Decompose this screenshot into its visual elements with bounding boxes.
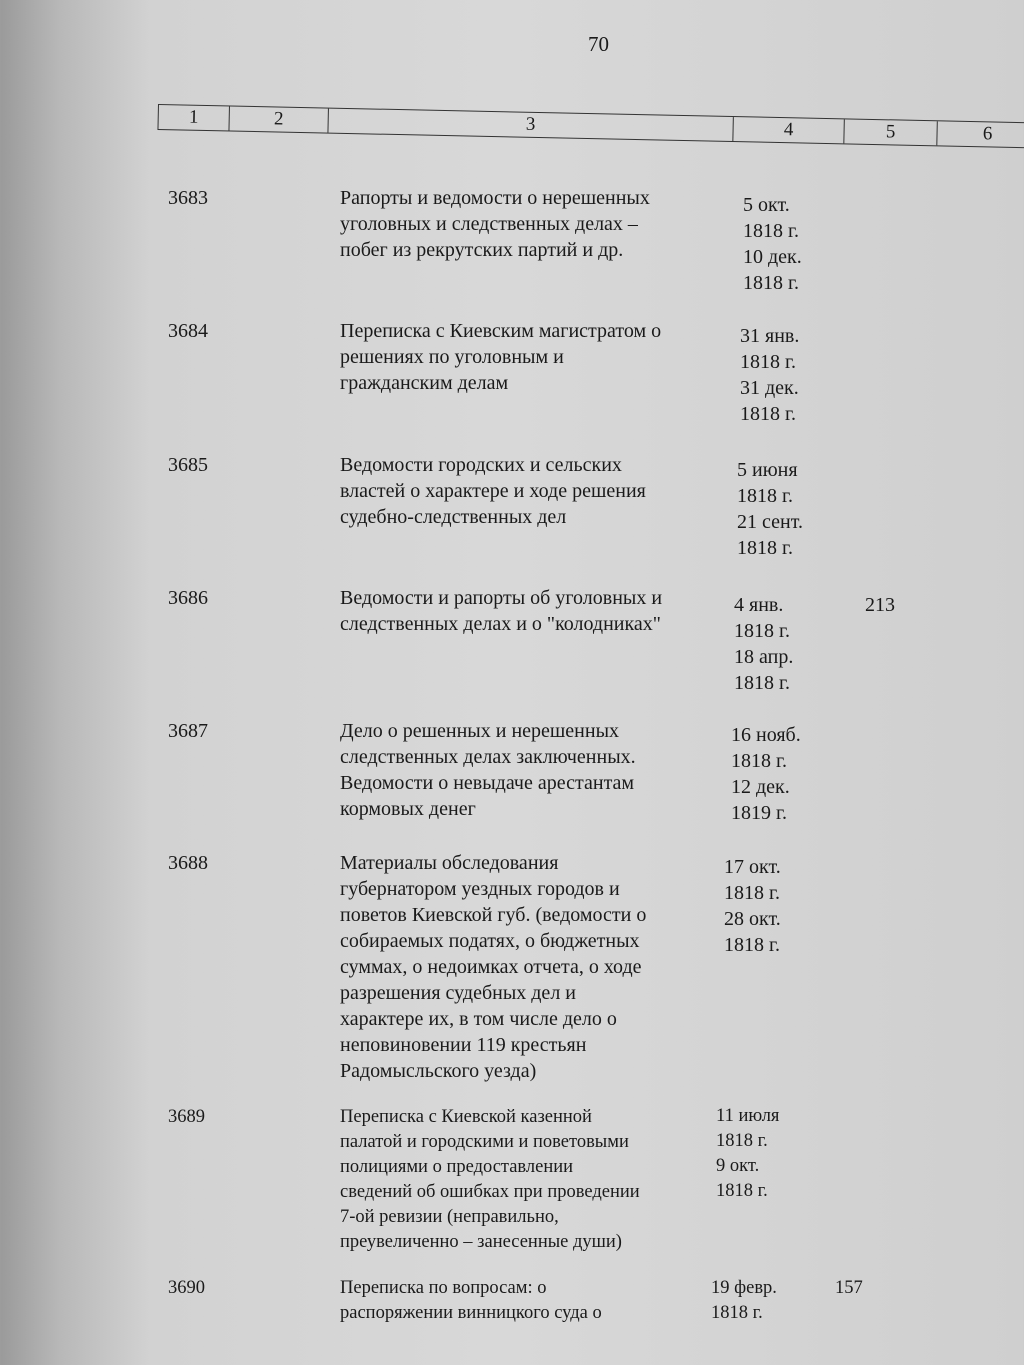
entry-description: Переписка с Киевским магистратом о решени…	[340, 318, 740, 396]
entry-dates: 4 янв. 1818 г. 18 апр. 1818 г.	[734, 592, 793, 696]
entry-dates: 11 июля 1818 г. 9 окт. 1818 г.	[716, 1104, 779, 1204]
description-line: уголовных и следственных делах –	[340, 213, 638, 235]
entry-number: 3685	[168, 454, 208, 476]
description-line: губернатором уездных городов и	[340, 878, 620, 900]
date-line: 1818 г.	[737, 485, 793, 507]
entry-dates: 19 февр. 1818 г.	[711, 1276, 777, 1326]
entry-description: Ведомости городских и сельских властей о …	[340, 452, 740, 530]
description-line: властей о характере и ходе решения	[340, 480, 646, 502]
description-line: собираемых податях, о бюджетных	[340, 930, 640, 952]
entry-number: 3686	[168, 587, 208, 609]
description-line: Дело о решенных и нерешенных	[340, 720, 620, 742]
description-line: судебно-следственных дел	[340, 506, 567, 528]
date-line: 1818 г.	[731, 750, 787, 772]
description-line: 7-ой ревизии (неправильно,	[340, 1207, 559, 1227]
entry-dates: 17 окт. 1818 г. 28 окт. 1818 г.	[724, 854, 781, 958]
date-line: 1818 г.	[743, 220, 799, 242]
description-line: Радомысльского уезда)	[340, 1060, 537, 1082]
entry-description: Материалы обследования губернатором уездн…	[340, 850, 740, 1084]
date-line: 1818 г.	[724, 934, 780, 956]
date-line: 1818 г.	[737, 537, 793, 559]
date-line: 1818 г.	[734, 620, 790, 642]
description-line: распоряжении винницкого суда о	[340, 1303, 602, 1323]
date-line: 5 окт.	[743, 194, 790, 216]
description-line: Рапорты и ведомости о нерешенных	[340, 187, 650, 209]
date-line: 9 окт.	[716, 1156, 760, 1176]
date-line: 11 июля	[716, 1106, 780, 1126]
date-line: 5 июня	[737, 459, 798, 481]
date-line: 1818 г.	[711, 1303, 763, 1323]
column-header-3: 3	[328, 108, 734, 142]
date-line: 31 дек.	[740, 377, 799, 399]
description-line: разрешения судебных дел и	[340, 982, 576, 1004]
date-line: 12 дек.	[731, 776, 790, 798]
entry-number: 3688	[168, 852, 208, 874]
description-line: неповиновении 119 крестьян	[340, 1034, 587, 1056]
description-line: Переписка с Киевским магистратом о	[340, 320, 662, 342]
column-header-row: 1 2 3 4 5 6	[157, 104, 1024, 149]
date-line: 1818 г.	[734, 672, 790, 694]
date-line: 1818 г.	[740, 351, 796, 373]
description-line: гражданским делам	[340, 372, 509, 394]
entry-sheet-count: 157	[835, 1278, 863, 1298]
date-line: 17 окт.	[724, 856, 781, 878]
entry-dates: 16 нояб. 1818 г. 12 дек. 1819 г.	[731, 722, 801, 826]
entry-number: 3684	[168, 320, 208, 342]
entry-number: 3683	[168, 187, 208, 209]
entry-description: Дело о решенных и нерешенных следственных…	[340, 718, 740, 822]
date-line: 10 дек.	[743, 246, 802, 268]
entry-number: 3689	[168, 1107, 205, 1127]
date-line: 1819 г.	[731, 802, 787, 824]
column-header-4: 4	[733, 117, 845, 144]
description-line: поветов Киевской губ. (ведомости о	[340, 904, 647, 926]
date-line: 16 нояб.	[731, 724, 801, 746]
entry-sheet-count: 213	[865, 594, 895, 616]
date-line: 1818 г.	[716, 1181, 768, 1201]
description-line: следственных делах заключенных.	[340, 746, 636, 768]
description-line: Ведомости и рапорты об уголовных и	[340, 587, 663, 609]
description-line: сведений об ошибках при проведении	[340, 1182, 640, 1202]
date-line: 28 окт.	[724, 908, 781, 930]
column-header-6: 6	[982, 123, 993, 145]
column-header-5: 5	[844, 119, 938, 146]
date-line: 1818 г.	[716, 1131, 768, 1151]
description-line: палатой и городскими и поветовыми	[340, 1132, 629, 1152]
description-line: Ведомости городских и сельских	[340, 454, 622, 476]
date-line: 21 сент.	[737, 511, 803, 533]
date-line: 4 янв.	[734, 594, 784, 616]
description-line: Материалы обследования	[340, 852, 559, 874]
entry-description: Рапорты и ведомости о нерешенных уголовны…	[340, 185, 740, 263]
entry-dates: 31 янв. 1818 г. 31 дек. 1818 г.	[740, 323, 799, 427]
description-line: Ведомости о невыдаче арестантам	[340, 772, 635, 794]
description-line: Переписка по вопросам: о	[340, 1278, 547, 1298]
description-line: Переписка с Киевской казенной	[340, 1107, 592, 1127]
description-line: характере их, в том числе дело о	[340, 1008, 617, 1030]
date-line: 1818 г.	[743, 272, 799, 294]
entry-dates: 5 окт. 1818 г. 10 дек. 1818 г.	[743, 192, 802, 296]
description-line: следственных делах и о "колодниках"	[340, 613, 661, 635]
entry-number: 3690	[168, 1278, 205, 1298]
description-line: преувеличенно – занесенные души)	[340, 1232, 622, 1252]
entry-description: Ведомости и рапорты об уголовных и следст…	[340, 585, 740, 637]
description-line: полициями о предоставлении	[340, 1157, 574, 1177]
description-line: суммах, о недоимках отчета, о ходе	[340, 956, 642, 978]
date-line: 18 апр.	[734, 646, 794, 668]
description-line: кормовых денег	[340, 798, 476, 820]
date-line: 1818 г.	[724, 882, 780, 904]
description-line: решениях по уголовным и	[340, 346, 564, 368]
column-header-2: 2	[229, 106, 329, 133]
entry-dates: 5 июня 1818 г. 21 сент. 1818 г.	[737, 457, 803, 561]
date-line: 1818 г.	[740, 403, 796, 425]
entry-number: 3687	[168, 720, 208, 742]
page-number: 70	[588, 32, 609, 56]
date-line: 31 янв.	[740, 325, 800, 347]
entry-description: Переписка с Киевской казенной палатой и г…	[340, 1105, 740, 1255]
description-line: побег из рекрутских партий и др.	[340, 239, 624, 261]
entry-description: Переписка по вопросам: о распоряжении вин…	[340, 1276, 740, 1326]
date-line: 19 февр.	[711, 1278, 777, 1298]
column-header-1: 1	[158, 105, 230, 131]
